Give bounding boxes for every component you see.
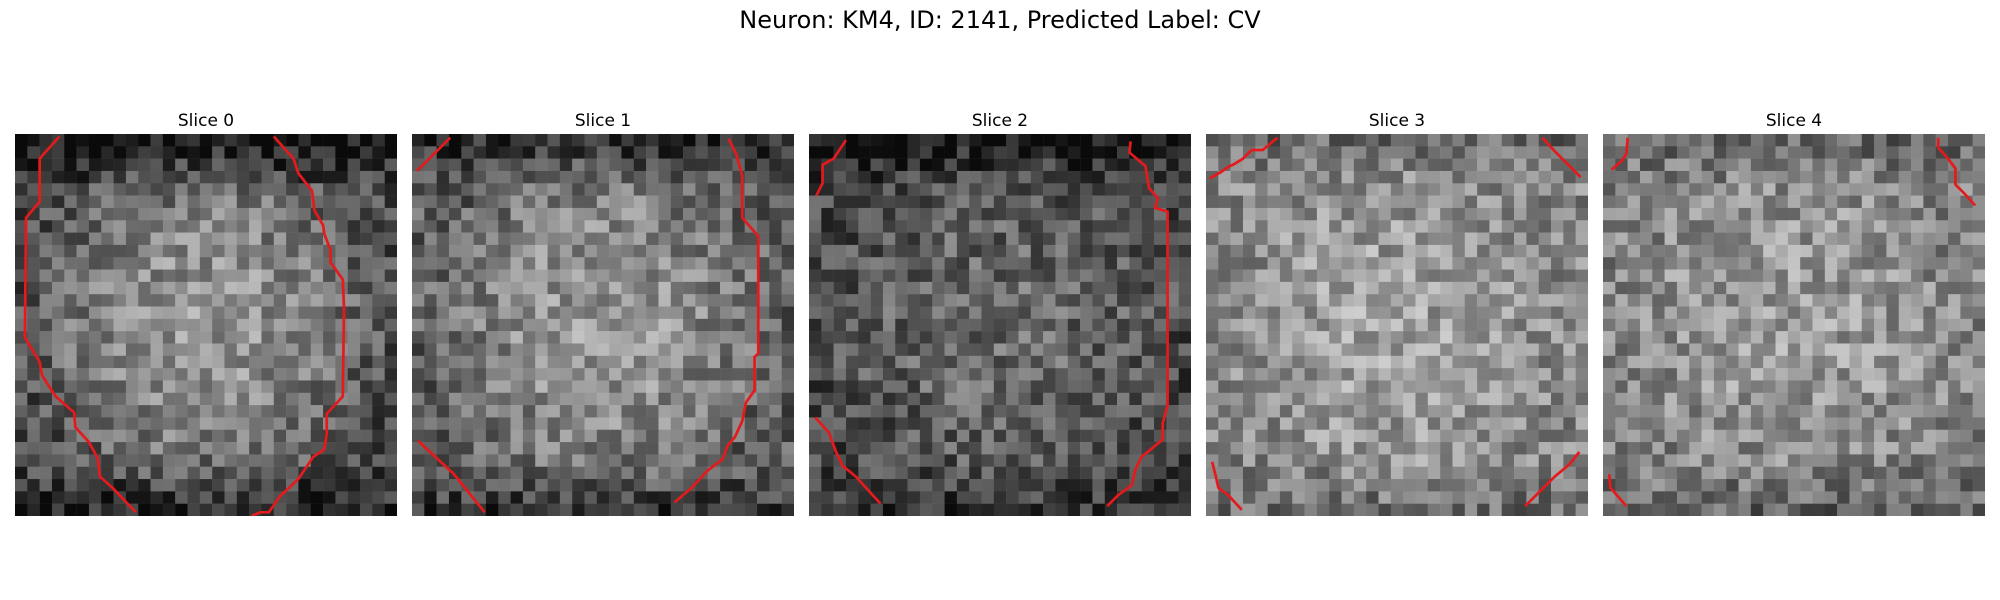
slice-image — [1603, 134, 1985, 516]
pixel-grid — [1603, 134, 1985, 516]
slice-title: Slice 3 — [1368, 111, 1426, 131]
slice-panel-4: Slice 4 — [1603, 110, 1985, 516]
pixel-grid — [412, 134, 794, 516]
contour-line — [417, 439, 486, 514]
slice-panel-0: Slice 0 — [15, 110, 397, 516]
slice-image — [1206, 134, 1588, 516]
pixel-grid — [1206, 134, 1588, 516]
contour-line — [1106, 141, 1169, 508]
contour-line — [23, 135, 137, 514]
slice-panel-1: Slice 1 — [412, 110, 794, 516]
slice-title: Slice 2 — [971, 111, 1029, 131]
slice-title: Slice 0 — [177, 111, 235, 131]
contour-line — [1607, 473, 1628, 508]
contour-line — [1936, 137, 1977, 207]
pixel-grid — [15, 134, 397, 516]
slice-title: Slice 4 — [1765, 111, 1823, 131]
figure-title: Neuron: KM4, ID: 2141, Predicted Label: … — [739, 6, 1261, 34]
contour-line — [815, 139, 848, 197]
contour-line — [1524, 451, 1581, 508]
contour-line — [814, 416, 882, 505]
contour-line — [251, 135, 346, 516]
contour-line — [1610, 137, 1629, 171]
contour-line — [415, 136, 452, 172]
slice-panel-2: Slice 2 — [809, 110, 1191, 516]
slice-panel-3: Slice 3 — [1206, 110, 1588, 516]
contour-line — [1541, 136, 1582, 179]
slice-image — [15, 134, 397, 516]
contour-line — [1210, 461, 1243, 511]
slice-image — [412, 134, 794, 516]
slice-title: Slice 1 — [574, 111, 632, 131]
contour-line — [1209, 136, 1279, 180]
pixel-grid — [809, 134, 1191, 516]
slice-image — [809, 134, 1191, 516]
contour-line — [673, 138, 760, 504]
